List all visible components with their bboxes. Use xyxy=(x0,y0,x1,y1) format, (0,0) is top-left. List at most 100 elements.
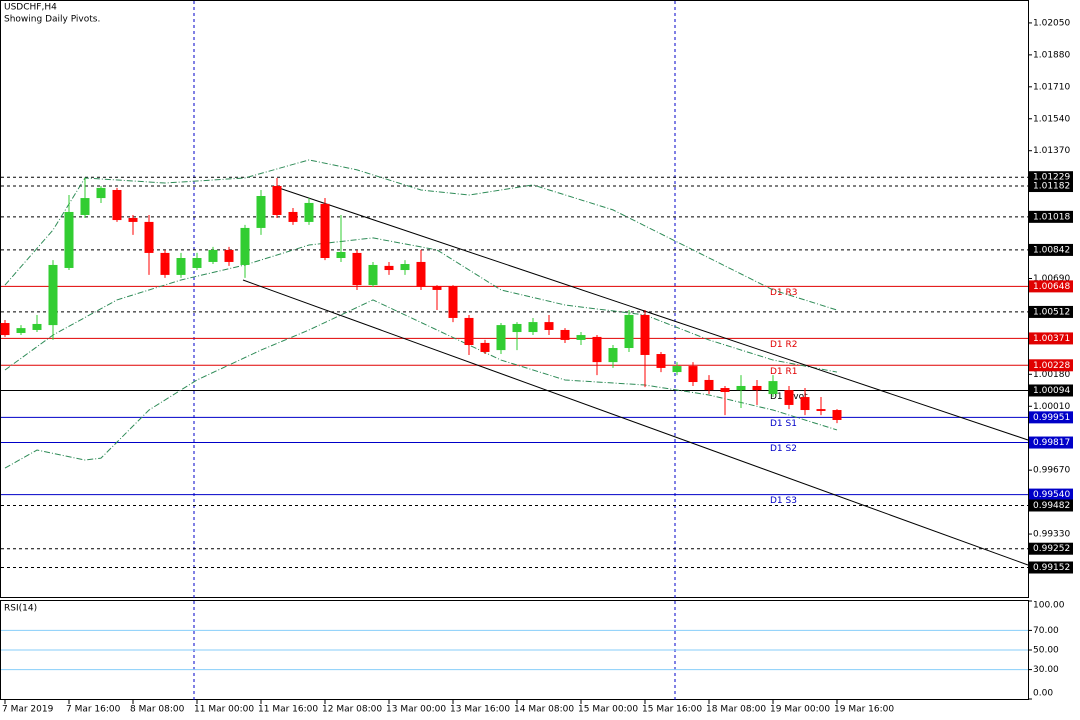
y-tick-label: 1.02050 xyxy=(1033,18,1070,28)
candle-body xyxy=(624,314,634,349)
price-level-box xyxy=(1029,384,1073,397)
main-panel xyxy=(0,0,1029,598)
candle-body xyxy=(736,385,746,391)
x-tick-label: 19 Mar 00:00 xyxy=(770,705,830,715)
x-tick-label: 7 Mar 2019 xyxy=(2,705,54,715)
candle-body xyxy=(688,366,698,383)
candle-body xyxy=(80,198,90,215)
candle-body xyxy=(368,264,378,286)
rsi-title: RSI(14) xyxy=(4,604,37,614)
candle-body xyxy=(304,202,314,222)
price-level-box xyxy=(1029,180,1073,193)
y-tick-label: 0.99330 xyxy=(1033,530,1070,540)
y-tick-label: 1.00690 xyxy=(1033,274,1070,284)
candle-body xyxy=(128,217,138,222)
candle-body xyxy=(528,322,538,333)
candle-body xyxy=(352,252,362,286)
pivot-name: D1 R2 xyxy=(770,340,798,350)
candle-body xyxy=(720,388,730,392)
candle-body xyxy=(704,379,714,391)
price-level-box xyxy=(1029,243,1073,256)
candle-body xyxy=(256,195,266,228)
y-tick-label: 0.00 xyxy=(1033,689,1053,699)
candle-body xyxy=(32,323,42,330)
bollinger-band xyxy=(4,299,838,469)
price-level-label: 1.01018 xyxy=(1033,212,1070,222)
price-level-label: 1.00648 xyxy=(1033,282,1070,292)
price-level-box xyxy=(1029,332,1073,345)
price-level-label: 0.99152 xyxy=(1033,563,1070,573)
candle-body xyxy=(480,342,490,352)
x-tick-label: 15 Mar 16:00 xyxy=(642,705,702,715)
y-tick-label: 1.01880 xyxy=(1033,50,1070,60)
price-level-label: 0.99540 xyxy=(1033,490,1070,500)
y-tick-label: 1.01710 xyxy=(1033,82,1070,92)
channel-line xyxy=(242,279,1029,566)
candle-body xyxy=(240,227,250,265)
pivot-name: D1 S2 xyxy=(770,444,797,454)
x-tick-label: 7 Mar 16:00 xyxy=(66,705,121,715)
price-level-box xyxy=(1029,411,1073,424)
y-tick-label: 30.00 xyxy=(1033,665,1059,675)
price-level-box xyxy=(1029,488,1073,501)
price-level-label: 0.99252 xyxy=(1033,544,1070,554)
candle-body xyxy=(144,221,154,253)
price-level-box xyxy=(1029,305,1073,318)
candle-body xyxy=(656,354,666,368)
candle-body xyxy=(512,323,522,333)
candle-body xyxy=(160,252,170,275)
channel-line xyxy=(272,185,1029,441)
y-tick-label: 1.00010 xyxy=(1033,402,1070,412)
x-tick-label: 15 Mar 00:00 xyxy=(578,705,638,715)
candle-body xyxy=(400,264,410,271)
x-tick-label: 18 Mar 08:00 xyxy=(706,705,766,715)
y-tick-label: 70.00 xyxy=(1033,626,1059,636)
price-level-box xyxy=(1029,436,1073,449)
pivot-name: D1 S3 xyxy=(770,496,797,506)
candle-body xyxy=(464,317,474,346)
candle-body xyxy=(272,186,282,215)
candle-body xyxy=(672,366,682,373)
y-tick-label: 50.00 xyxy=(1033,646,1059,656)
x-tick-label: 13 Mar 00:00 xyxy=(386,705,446,715)
price-level-box xyxy=(1029,561,1073,574)
candle-body xyxy=(560,329,570,340)
candle-body xyxy=(800,397,810,411)
candle-body xyxy=(608,348,618,363)
price-level-label: 0.99951 xyxy=(1033,413,1070,423)
chart-title: USDCHF,H4 xyxy=(4,3,57,13)
candle-body xyxy=(208,249,218,262)
price-level-label: 0.99482 xyxy=(1033,501,1070,511)
x-tick-label: 14 Mar 08:00 xyxy=(514,705,574,715)
x-tick-label: 11 Mar 00:00 xyxy=(194,705,254,715)
price-level-label: 1.00842 xyxy=(1033,245,1070,255)
y-tick-label: 1.01370 xyxy=(1033,146,1070,156)
price-level-box xyxy=(1029,210,1073,223)
x-tick-label: 19 Mar 16:00 xyxy=(834,705,894,715)
candle-body xyxy=(176,258,186,275)
price-level-box xyxy=(1029,542,1073,555)
candle-body xyxy=(320,203,330,259)
candle-body xyxy=(496,325,506,351)
candle-body xyxy=(0,323,10,336)
price-level-label: 1.01229 xyxy=(1033,173,1070,183)
x-tick-label: 11 Mar 16:00 xyxy=(258,705,318,715)
price-level-label: 1.00228 xyxy=(1033,361,1070,371)
price-level-box xyxy=(1029,499,1073,512)
candle-body xyxy=(112,189,122,221)
price-level-label: 1.00094 xyxy=(1033,386,1070,396)
y-tick-label: 100.00 xyxy=(1033,601,1065,611)
candle-body xyxy=(592,336,602,363)
pivot-name: D1 R1 xyxy=(770,367,798,377)
candle-body xyxy=(192,258,202,268)
y-tick-label: 0.99670 xyxy=(1033,466,1070,476)
price-level-label: 0.99817 xyxy=(1033,438,1070,448)
candle-body xyxy=(432,286,442,290)
price-level-box xyxy=(1029,280,1073,293)
candle-body xyxy=(640,314,650,355)
x-tick-label: 8 Mar 08:00 xyxy=(130,705,185,715)
y-tick-label: 1.01540 xyxy=(1033,114,1070,124)
candle-body xyxy=(544,322,554,330)
candle-body xyxy=(416,261,426,287)
